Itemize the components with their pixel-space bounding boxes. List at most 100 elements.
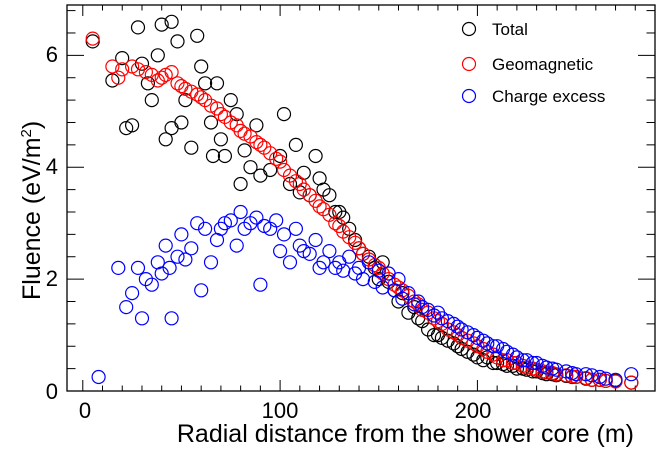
point-charge-excess (391, 272, 406, 287)
point-charge-excess (269, 213, 284, 228)
y-tick-label-2: 2 (46, 266, 58, 291)
point-total (308, 148, 323, 164)
y-axis-title: Fluence (eV/m2) (18, 121, 46, 300)
point-total (158, 132, 173, 147)
point-charge-excess (184, 241, 199, 256)
point-total (243, 160, 258, 175)
legend-label-total: Total (492, 20, 528, 39)
y-axis-title-superscript: 2 (18, 129, 35, 137)
point-charge-excess (178, 252, 193, 267)
point-geomagnetic (130, 62, 146, 77)
point-charge-excess (111, 260, 126, 275)
point-total (446, 336, 461, 351)
point-total (276, 106, 292, 122)
point-charge-excess (170, 249, 185, 264)
axis-ticks (67, 5, 655, 392)
point-geomagnetic (164, 64, 179, 80)
point-total (190, 28, 205, 43)
point-geomagnetic (249, 135, 264, 150)
legend-marker-geomagnetic (461, 56, 477, 72)
point-geomagnetic (105, 59, 120, 74)
point-total (322, 188, 337, 203)
point-total (115, 50, 130, 66)
point-charge-excess (174, 227, 189, 242)
point-charge-excess (125, 286, 140, 301)
point-charge-excess (322, 244, 337, 259)
point-charge-excess (194, 283, 209, 298)
point-charge-excess (158, 238, 173, 253)
point-geomagnetic (115, 62, 130, 77)
point-total (125, 118, 140, 133)
point-total (249, 118, 264, 133)
point-charge-excess (578, 367, 594, 382)
point-charge-excess (130, 260, 146, 275)
y-axis-title-main: Fluence (eV/m (18, 137, 46, 300)
point-charge-excess (229, 238, 244, 253)
point-total (209, 76, 225, 91)
point-charge-excess (154, 266, 169, 281)
point-geomagnetic (85, 31, 100, 46)
point-charge-excess (361, 255, 376, 270)
point-charge-excess (144, 277, 159, 292)
point-total (164, 14, 179, 29)
point-charge-excess (371, 263, 386, 278)
point-charge-excess (164, 311, 179, 326)
point-charge-excess (249, 210, 264, 225)
point-charge-excess (446, 316, 461, 331)
point-charge-excess (584, 368, 600, 383)
legend: Total Geomagnetic Charge excess (461, 20, 605, 106)
point-total (237, 143, 252, 158)
point-geomagnetic (288, 174, 303, 189)
point-total (130, 20, 146, 35)
point-total (140, 76, 155, 91)
point-total (263, 162, 278, 178)
point-total (144, 92, 159, 108)
point-charge-excess (91, 369, 106, 385)
point-total (170, 34, 185, 49)
point-total (198, 76, 213, 91)
point-total (273, 148, 288, 164)
point-charge-excess (525, 355, 540, 371)
point-geomagnetic (273, 154, 288, 169)
point-charge-excess (190, 216, 205, 231)
point-charge-excess (302, 246, 317, 261)
point-charge-excess (592, 369, 607, 385)
point-charge-excess (486, 339, 501, 354)
y-tick-label-6: 6 (46, 42, 58, 67)
x-tick-label-100: 100 (262, 398, 299, 423)
point-charge-excess (288, 221, 303, 236)
point-charge-excess (233, 204, 248, 220)
point-geomagnetic (328, 216, 343, 231)
point-charge-excess (119, 300, 134, 315)
point-total (205, 148, 221, 164)
legend-label-charge-excess: Charge excess (492, 87, 605, 106)
y-axis-title-tail: ) (18, 121, 46, 129)
point-charge-excess (282, 255, 298, 270)
point-charge-excess (549, 362, 564, 377)
point-geomagnetic (213, 106, 228, 122)
x-tick-label-0: 0 (79, 398, 91, 423)
point-geomagnetic (170, 76, 185, 91)
legend-label-geomagnetic: Geomagnetic (492, 55, 594, 74)
point-geomagnetic (194, 90, 209, 105)
point-geomagnetic (190, 87, 205, 102)
point-geomagnetic (269, 151, 284, 166)
point-total (336, 210, 351, 225)
x-axis-title: Radial distance from the shower core (m) (177, 420, 634, 448)
point-geomagnetic (624, 375, 639, 390)
y-tick-label-4: 4 (46, 154, 58, 179)
point-total (223, 92, 238, 108)
point-total (288, 137, 303, 152)
point-charge-excess (308, 232, 323, 248)
plot-frame (66, 4, 656, 392)
point-charge-excess (624, 367, 639, 382)
legend-marker-total (461, 21, 477, 37)
legend-marker-charge-excess (461, 88, 477, 104)
y-tick-label-0: 0 (46, 379, 58, 404)
point-total (174, 115, 189, 130)
point-charge-excess (162, 260, 177, 275)
point-charge-excess (198, 221, 213, 236)
point-total (233, 176, 248, 192)
point-charge-excess (426, 308, 442, 323)
